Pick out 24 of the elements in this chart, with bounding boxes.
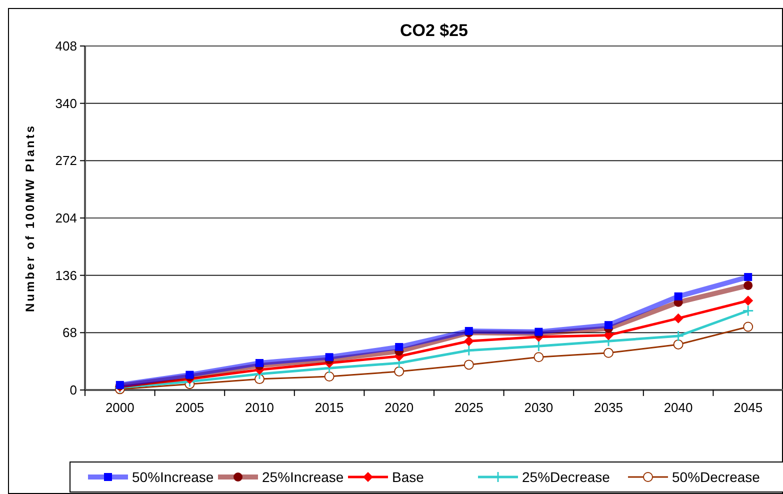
x-tick-label: 2040 [664,400,693,415]
y-tick-label: 272 [55,153,77,168]
y-tick-label: 408 [55,38,77,54]
x-tick-label: 2020 [384,400,414,415]
y-tick-label: 0 [70,382,77,398]
chart-title: CO2 $25 [400,21,468,40]
y-tick-label: 204 [55,210,77,226]
x-tick-label: 2000 [105,400,134,415]
y-tick-label: 340 [55,96,77,111]
x-tick-label: 2025 [454,400,484,415]
x-tick-label: 2045 [734,400,763,415]
x-tick-label: 2030 [524,400,554,415]
y-axis-title: Number of 100MW Plants [23,124,37,312]
x-tick-label: 2005 [175,400,204,415]
x-tick-label: 2010 [245,400,274,415]
legend-label: 25%Decrease [522,468,610,485]
legend-label: 25%Increase [262,468,344,485]
y-tick-label: 68 [62,325,77,340]
x-tick-label: 2015 [314,400,344,415]
x-tick-label: 2035 [594,400,623,415]
y-tick-label: 136 [55,268,77,283]
legend-label: 50%Increase [132,468,214,485]
legend-label: 50%Decrease [672,468,760,485]
legend-label: Base [392,468,424,485]
